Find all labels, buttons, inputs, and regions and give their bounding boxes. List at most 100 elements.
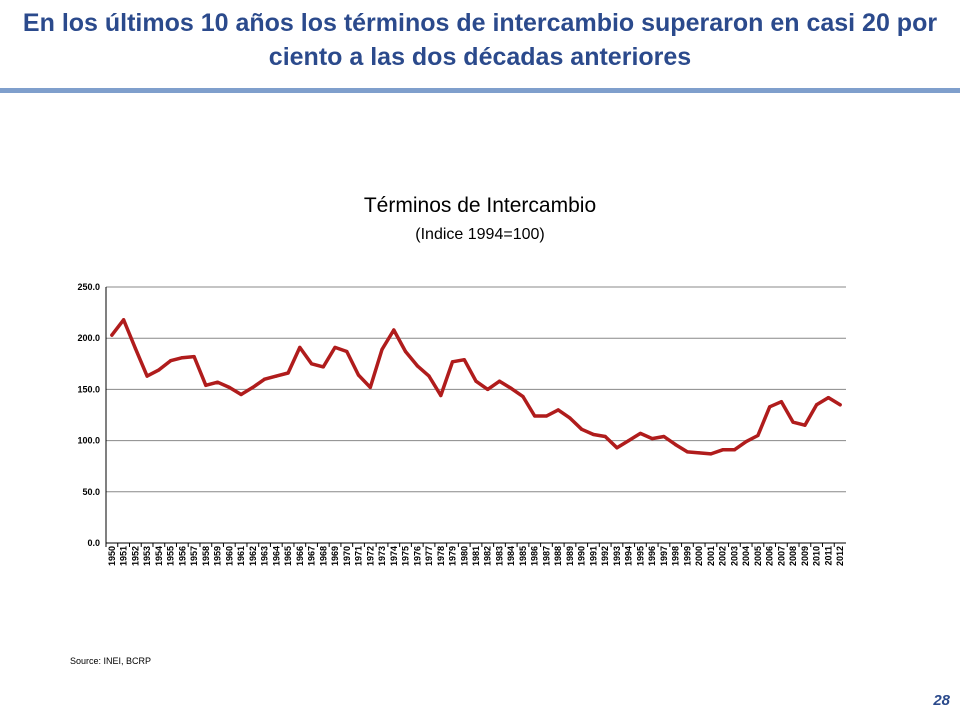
data-point: [380, 347, 384, 352]
x-tick-label: 1996: [647, 546, 657, 566]
x-tick-label: 1978: [436, 546, 446, 566]
data-point: [180, 356, 184, 360]
data-point: [110, 333, 114, 337]
x-tick-label: 1962: [248, 546, 258, 566]
y-tick-label: 250.0: [77, 282, 100, 292]
data-point: [415, 364, 419, 368]
x-tick-label: 1993: [612, 546, 622, 566]
x-tick-label: 1957: [189, 546, 199, 566]
slide-title: En los últimos 10 años los términos de i…: [22, 9, 938, 71]
data-point: [274, 374, 278, 378]
x-tick-label: 1983: [494, 546, 504, 566]
data-point: [356, 373, 361, 377]
series-line: [110, 318, 842, 456]
y-tick-label: 100.0: [77, 436, 100, 446]
x-tick-label: 1984: [506, 546, 516, 566]
x-tick-label: 1994: [624, 546, 634, 566]
data-point: [133, 346, 137, 351]
x-tick-label: 1987: [541, 546, 551, 566]
data-point: [145, 374, 149, 378]
x-tick-label: 2007: [776, 546, 786, 566]
data-point: [227, 385, 231, 389]
x-tick-label: 1975: [401, 546, 411, 566]
x-tick-label: 2000: [694, 546, 704, 566]
x-tick-label: 1980: [459, 546, 469, 566]
data-point: [815, 403, 819, 407]
x-tick-label: 1952: [130, 546, 140, 566]
x-tick-label: 2005: [753, 546, 763, 566]
x-tick-label: 2011: [823, 546, 833, 566]
x-tick-label: 1988: [553, 546, 563, 566]
data-point: [650, 436, 654, 441]
data-point: [239, 392, 243, 397]
data-point: [427, 374, 431, 378]
page-number: 28: [933, 692, 950, 709]
data-point: [439, 393, 443, 398]
data-point: [603, 434, 607, 439]
x-tick-label: 1959: [213, 546, 223, 566]
data-point: [556, 408, 560, 412]
data-point: [321, 365, 325, 369]
y-tick-label: 200.0: [77, 333, 100, 343]
x-tick-label: 1992: [600, 546, 610, 566]
x-tick-label: 1964: [271, 546, 281, 566]
x-tick-label: 2012: [835, 546, 845, 566]
x-tick-label: 1971: [354, 546, 364, 566]
data-point: [368, 385, 372, 389]
data-point: [169, 359, 173, 363]
x-tick-label: 2003: [729, 546, 739, 566]
source-note: Source: INEI, BCRP: [70, 656, 152, 666]
chart-title: Términos de Intercambio: [363, 194, 597, 217]
data-point: [709, 452, 713, 456]
x-tick-label: 1997: [659, 546, 669, 566]
data-point: [744, 440, 748, 444]
data-point: [568, 416, 572, 420]
y-tick-label: 0.0: [87, 538, 100, 548]
data-point: [497, 379, 502, 383]
data-point: [215, 380, 220, 384]
y-tick-label: 50.0: [82, 487, 100, 497]
x-tick-label: 1977: [424, 546, 434, 566]
x-tick-label: 1954: [154, 546, 164, 566]
x-tick-label: 1958: [201, 546, 211, 566]
x-tick-label: 1967: [307, 546, 317, 566]
chart-subtitle: (Indice 1994=100): [415, 226, 545, 243]
data-point: [262, 377, 267, 381]
data-point: [486, 387, 490, 391]
data-point: [157, 368, 161, 372]
x-tick-label: 1990: [577, 546, 587, 566]
x-tick-label: 1979: [448, 546, 458, 566]
x-tick-label: 2006: [765, 546, 775, 566]
data-point: [580, 427, 584, 431]
data-point: [333, 345, 337, 350]
data-point: [403, 349, 408, 354]
x-tick-label: 1968: [318, 546, 328, 566]
x-tick-label: 1965: [283, 546, 293, 566]
x-tick-label: 1991: [588, 546, 598, 566]
x-tick-label: 2002: [718, 546, 728, 566]
x-tick-label: 1956: [177, 546, 187, 566]
data-point: [591, 432, 596, 437]
data-point: [721, 448, 725, 452]
data-point: [674, 443, 678, 447]
x-tick-label: 1950: [107, 546, 117, 566]
x-tick-label: 2001: [706, 546, 716, 566]
x-tick-label: 1966: [295, 546, 305, 566]
data-point: [756, 433, 760, 438]
data-point: [192, 355, 196, 359]
x-tick-label: 2004: [741, 546, 751, 566]
x-tick-label: 1969: [330, 546, 340, 566]
data-point: [826, 395, 830, 400]
x-tick-label: 1986: [530, 546, 540, 566]
data-point: [521, 394, 525, 399]
data-point: [286, 371, 290, 375]
x-tick-label: 1998: [671, 546, 681, 566]
data-point: [298, 345, 302, 350]
x-tick-label: 2009: [800, 546, 810, 566]
data-point: [122, 318, 126, 322]
x-tick-label: 1972: [365, 546, 375, 566]
x-tick-label: 2008: [788, 546, 798, 566]
title-divider: [0, 88, 960, 93]
x-tick-label: 2010: [812, 546, 822, 566]
